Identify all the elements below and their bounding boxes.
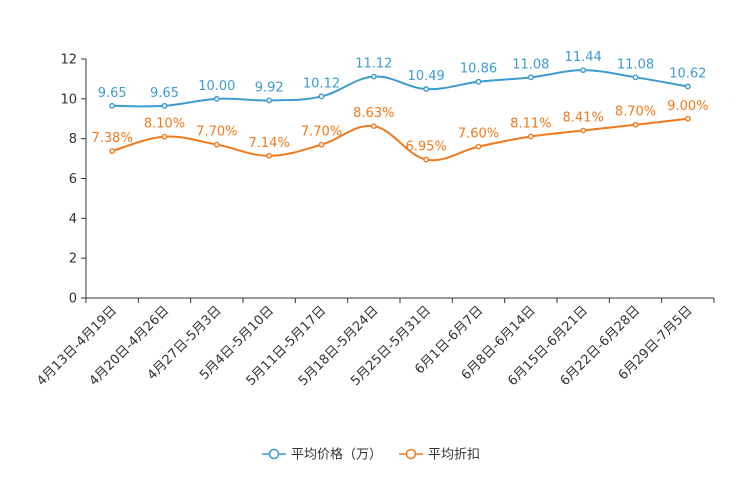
data-label: 7.60% — [458, 127, 499, 142]
data-label: 11.08 — [512, 57, 549, 72]
series-avg-price: 9.65 9.65 10.00 9.92 10.12 11.12 10.49 10.86 11.… — [98, 50, 706, 109]
data-label: 6.95% — [406, 140, 447, 155]
y-tick-label: 4 — [69, 212, 77, 227]
y-tick-label: 6 — [69, 172, 77, 187]
data-point — [109, 102, 116, 109]
data-label: 8.41% — [563, 111, 604, 126]
series-line — [111, 117, 688, 162]
data-label: 10.12 — [303, 76, 340, 91]
data-point — [527, 74, 534, 81]
data-label: 8.11% — [510, 116, 551, 131]
data-label: 8.70% — [615, 105, 656, 120]
data-point — [370, 73, 377, 80]
data-label: 7.70% — [196, 125, 237, 140]
data-point — [684, 115, 691, 122]
series-avg-discount: 7.38% 8.10% 7.70% 7.14% 7.70% 8.63% 6.95% 7.60%… — [92, 99, 708, 163]
data-point — [161, 102, 168, 109]
data-label: 7.14% — [249, 136, 290, 151]
legend-marker-icon — [268, 448, 280, 460]
data-label: 11.12 — [355, 57, 392, 72]
data-label: 7.38% — [92, 131, 133, 146]
data-point — [632, 74, 639, 81]
data-label: 9.92 — [255, 80, 284, 95]
data-point — [109, 148, 116, 154]
data-label: 10.86 — [460, 62, 497, 77]
data-label: 8.10% — [144, 117, 185, 132]
data-point — [318, 141, 325, 148]
data-point — [684, 83, 691, 90]
y-tick-label: 12 — [60, 53, 77, 68]
data-point — [423, 86, 430, 92]
y-tick-label: 10 — [60, 92, 77, 107]
data-label: 9.65 — [150, 86, 179, 101]
data-point — [266, 152, 273, 159]
data-label: 11.44 — [565, 50, 602, 65]
axes: 0246810124月13日-4月19日4月20日-4月26日4月27日-5月3… — [34, 53, 715, 389]
data-point — [423, 156, 430, 163]
data-label: 9.65 — [98, 86, 127, 101]
legend-label: 平均折扣 — [428, 448, 480, 463]
series-layer: 9.65 9.65 10.00 9.92 10.12 11.12 10.49 10.86 11.… — [92, 50, 708, 163]
legend-item-avg-discount[interactable]: 平均折扣 — [399, 448, 480, 463]
data-label: 9.00% — [667, 99, 708, 114]
y-tick-label: 8 — [69, 132, 77, 147]
data-point — [527, 133, 534, 140]
data-label: 10.62 — [669, 66, 706, 81]
series-line — [112, 69, 689, 108]
data-point — [161, 133, 168, 140]
data-label: 11.08 — [617, 57, 654, 72]
data-point — [580, 67, 587, 74]
data-point — [213, 95, 220, 102]
legend-label: 平均价格（万） — [291, 447, 382, 463]
legend[interactable]: 平均价格（万） 平均折扣 — [262, 447, 480, 463]
data-point — [475, 143, 482, 150]
data-point — [213, 141, 220, 148]
legend-item-avg-price[interactable]: 平均价格（万） — [262, 447, 382, 463]
data-label: 8.63% — [353, 106, 394, 121]
data-label: 10.00 — [198, 79, 235, 94]
data-point — [475, 78, 482, 85]
data-point — [632, 121, 639, 128]
data-point — [580, 127, 587, 134]
data-point — [318, 93, 325, 100]
data-point — [370, 123, 377, 130]
legend-marker-icon — [405, 448, 417, 460]
y-tick-label: 0 — [69, 292, 77, 307]
data-label: 7.70% — [301, 125, 342, 140]
data-point — [266, 97, 273, 104]
data-label: 10.49 — [408, 69, 445, 84]
y-tick-label: 2 — [69, 252, 77, 267]
